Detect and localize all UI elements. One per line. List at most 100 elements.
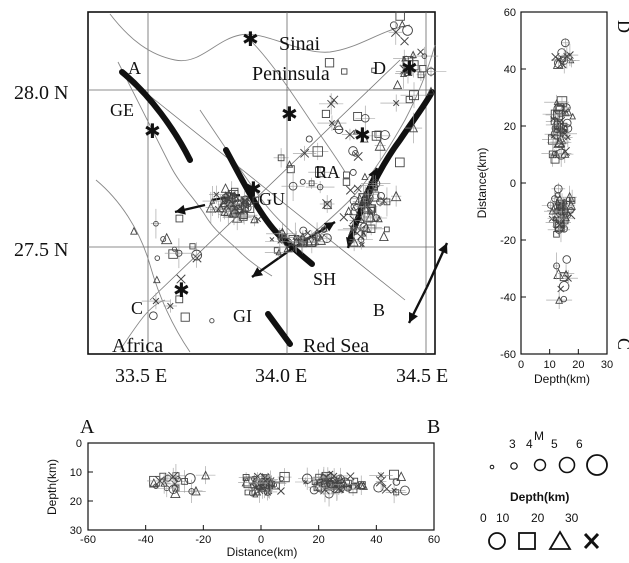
event-circle (352, 150, 359, 157)
label-gi: GI (233, 306, 252, 326)
endpoint-d: D (373, 58, 386, 78)
event-triangle (359, 133, 369, 143)
event-errorbar (552, 252, 561, 280)
legend-mag-5: 5 (551, 437, 558, 451)
event-square (180, 312, 190, 322)
section-ab-ytick: 0 (76, 438, 82, 450)
event-square (168, 249, 178, 259)
event-circle (188, 488, 195, 495)
event-triangle (354, 193, 366, 205)
event-circle (557, 48, 567, 58)
event-triangle (252, 491, 259, 498)
event-square (189, 243, 196, 250)
event-triangle (283, 246, 290, 253)
event-cross (321, 472, 332, 483)
event-circle (153, 483, 159, 489)
event-errorbar (405, 112, 423, 144)
event-triangle (152, 275, 161, 284)
star-icon: ✱ (354, 123, 371, 147)
event-triangle (374, 139, 386, 151)
event-errorbar (238, 472, 254, 483)
event-errorbar (391, 185, 402, 207)
fault-gi (265, 311, 293, 347)
event-circle (320, 474, 328, 482)
event-cross (345, 185, 356, 195)
event-errorbar (257, 475, 287, 493)
legend-mag-6: 6 (576, 437, 583, 451)
map-panel: ✱ ✱ ✱ ✱ ✱ ✱ ✱ Sinai Peninsula Africa Red… (14, 11, 449, 387)
event-circle (277, 229, 286, 238)
event-triangle (221, 191, 230, 200)
coastline-west (95, 179, 191, 353)
legend-circle-icon (488, 532, 506, 550)
event-cross (327, 99, 336, 108)
event-errorbar (557, 97, 567, 106)
event-circle (209, 318, 215, 324)
event-cross (550, 133, 556, 139)
section-ab-panel: -60 -40 -20 0 20 40 60 0 10 20 30 A B Distance(km)… (45, 416, 440, 559)
label-peninsula: Peninsula (252, 63, 330, 85)
event-circle (377, 192, 385, 200)
event-triangle (266, 478, 275, 487)
event-circle (400, 485, 410, 496)
fault-ra (347, 89, 435, 243)
section-cd-ytick: 40 (504, 64, 516, 76)
event-cross (345, 129, 355, 140)
event-triangle (229, 191, 240, 203)
section-ab-xtick: 0 (258, 534, 264, 546)
event-square (324, 58, 335, 68)
event-errorbar (202, 186, 223, 217)
coastline-africa (117, 61, 273, 277)
lon-label-340: 34.0 E (255, 365, 307, 387)
event-triangle (285, 160, 294, 168)
event-triangle (409, 50, 417, 59)
event-circle (373, 482, 384, 493)
event-errorbar (157, 479, 177, 498)
profile-line-cd (149, 59, 401, 301)
lat-label-275: 27.5 N (14, 239, 68, 261)
event-square (393, 489, 400, 496)
event-circle (554, 184, 563, 194)
event-cross (565, 134, 571, 141)
event-triangle (321, 224, 328, 232)
section-ab-ytick: 10 (70, 467, 82, 479)
event-square (230, 187, 239, 196)
event-triangle (566, 200, 576, 210)
event-circle (567, 207, 575, 214)
event-circle (562, 118, 572, 128)
event-square (556, 204, 563, 211)
event-triangle (553, 98, 560, 105)
event-errorbar (395, 58, 413, 89)
event-cross (322, 198, 333, 210)
event-circle (171, 246, 177, 252)
event-cross (391, 487, 397, 493)
event-circle (561, 128, 568, 135)
event-square (341, 68, 348, 75)
event-errorbar (191, 242, 202, 268)
event-errorbar (157, 472, 171, 494)
event-square (367, 207, 375, 215)
section-cd-end-bottom: C (614, 338, 629, 350)
event-square (408, 60, 419, 71)
section-cd-ytick: -60 (500, 349, 516, 361)
event-errorbar (352, 186, 379, 211)
event-errorbar (362, 174, 384, 197)
section-ab-end-left: A (80, 416, 95, 438)
event-square (550, 154, 560, 164)
label-sh: SH (313, 269, 336, 289)
event-errorbar (333, 477, 357, 491)
event-square (321, 109, 330, 118)
arrow-icon (425, 242, 449, 288)
section-cd-ytick: -40 (500, 292, 516, 304)
event-errorbar (546, 291, 573, 309)
event-errorbar (545, 110, 571, 120)
event-errorbar (400, 82, 428, 109)
event-cross (560, 146, 570, 157)
label-gu: GU (259, 189, 285, 209)
coastline-gulf (249, 39, 346, 173)
coastline-north (109, 13, 411, 62)
event-triangle (427, 86, 435, 95)
event-circle (315, 481, 326, 493)
event-triangle (160, 479, 168, 487)
event-circle (553, 262, 561, 270)
